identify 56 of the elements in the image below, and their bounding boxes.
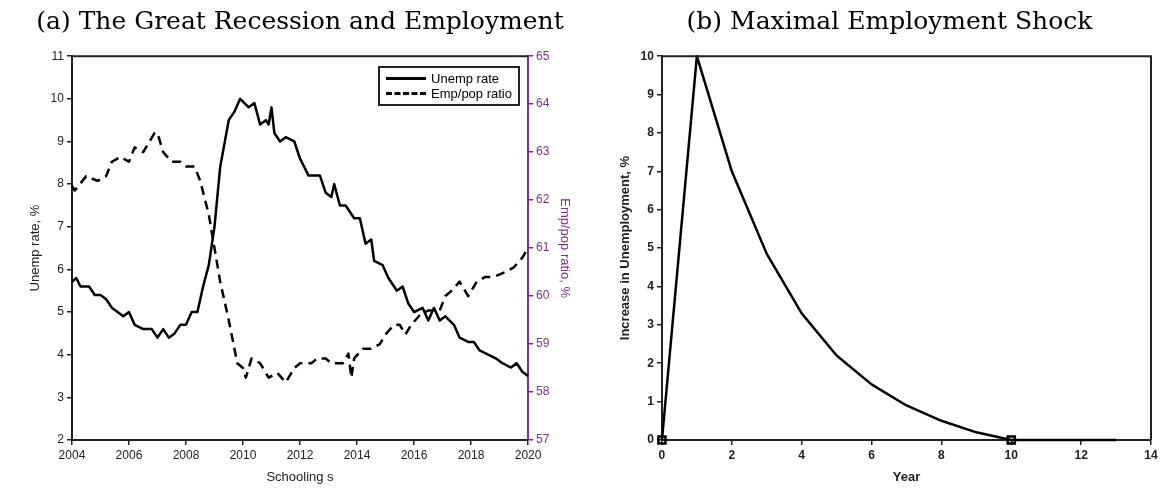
y-tick-label: 3 — [647, 317, 655, 332]
chart-title: (a) The Great Recession and Employment — [35, 6, 565, 35]
y-tick-label: 10 — [640, 48, 655, 63]
x-tick-label: 10 — [1004, 447, 1019, 462]
y2-axis-title: Emp/pop ratio, % — [557, 198, 573, 299]
x-tick-label: 2012 — [286, 447, 314, 462]
y2-tick-label: 65 — [536, 48, 550, 63]
x-tick-label: 8 — [938, 447, 946, 462]
x-tick-label: 2 — [728, 447, 736, 462]
x-tick-label: 2014 — [343, 447, 371, 462]
y-tick-label: 6 — [647, 202, 655, 217]
x-tick-label: 2018 — [457, 447, 485, 462]
y2-tick-label: 59 — [536, 336, 550, 351]
x-tick-label: 2020 — [514, 447, 542, 462]
y2-tick-label: 63 — [536, 144, 550, 159]
y2-tick-label: 62 — [536, 192, 550, 207]
y-tick-label: 1 — [647, 393, 655, 408]
y-tick-label: 8 — [57, 176, 65, 191]
x-axis-title: Year — [892, 468, 921, 484]
x-axis-title: Schooling s — [266, 468, 335, 484]
x-tick-label: 2004 — [58, 447, 86, 462]
y-tick-label: 7 — [647, 163, 655, 178]
y-tick-label: 4 — [57, 347, 65, 362]
x-tick-label: 12 — [1074, 447, 1089, 462]
x-tick-label: 2006 — [115, 447, 143, 462]
chart-title: (b) Maximal Employment Shock — [685, 6, 1094, 35]
legend-label: Unemp rate — [431, 71, 499, 87]
x-tick-label: 2010 — [229, 447, 257, 462]
y-tick-label: 5 — [57, 304, 65, 319]
x-tick-label: 2016 — [400, 447, 428, 462]
y-tick-label: 10 — [50, 91, 65, 106]
y-tick-label: 8 — [647, 125, 655, 140]
y-tick-label: 5 — [647, 240, 655, 255]
y-axis-title: Unemp rate, % — [27, 204, 43, 292]
y-axis-title: Increase in Unemployment, % — [617, 155, 633, 341]
y2-tick-label: 64 — [536, 96, 550, 111]
y-tick-label: 2 — [57, 432, 65, 447]
y-tick-label: 7 — [57, 219, 65, 234]
x-tick-label: 4 — [798, 447, 806, 462]
y-tick-label: 9 — [647, 86, 655, 101]
x-tick-label: 2008 — [172, 447, 200, 462]
legend-label: Emp/pop ratio — [431, 86, 512, 102]
x-tick-label: 6 — [868, 447, 876, 462]
y2-tick-label: 60 — [536, 288, 550, 303]
x-tick-label: 14 — [1144, 447, 1158, 462]
y-tick-label: 11 — [51, 48, 65, 63]
y-tick-label: 2 — [647, 355, 655, 370]
y-tick-label: 0 — [647, 432, 655, 447]
y-tick-label: 9 — [57, 133, 65, 148]
y2-tick-label: 57 — [536, 432, 550, 447]
y-tick-label: 3 — [57, 389, 65, 404]
y-tick-label: 4 — [647, 278, 655, 293]
x-tick-label: 0 — [658, 447, 666, 462]
y2-tick-label: 58 — [536, 384, 550, 399]
y2-tick-label: 61 — [536, 240, 550, 255]
y-tick-label: 6 — [57, 261, 65, 276]
